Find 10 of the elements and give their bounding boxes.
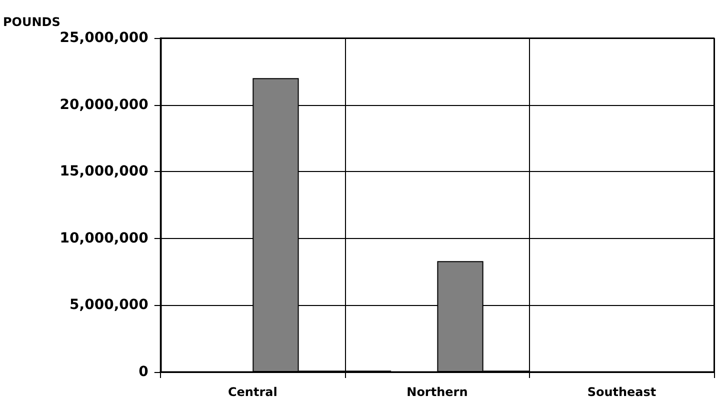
x-tick-label: Northern: [406, 385, 468, 399]
y-tick-label: 25,000,000: [60, 30, 149, 46]
x-tick-label: Southeast: [587, 385, 656, 399]
y-tick-label: 15,000,000: [60, 164, 149, 180]
x-tick-label: Central: [228, 385, 278, 399]
y-tick-label: 10,000,000: [60, 230, 149, 246]
y-axis-title: POUNDS: [2, 15, 60, 29]
y-tick-label: 5,000,000: [70, 297, 149, 314]
y-tick-label: 20,000,000: [60, 96, 149, 113]
y-tick-label: 0: [138, 364, 149, 380]
